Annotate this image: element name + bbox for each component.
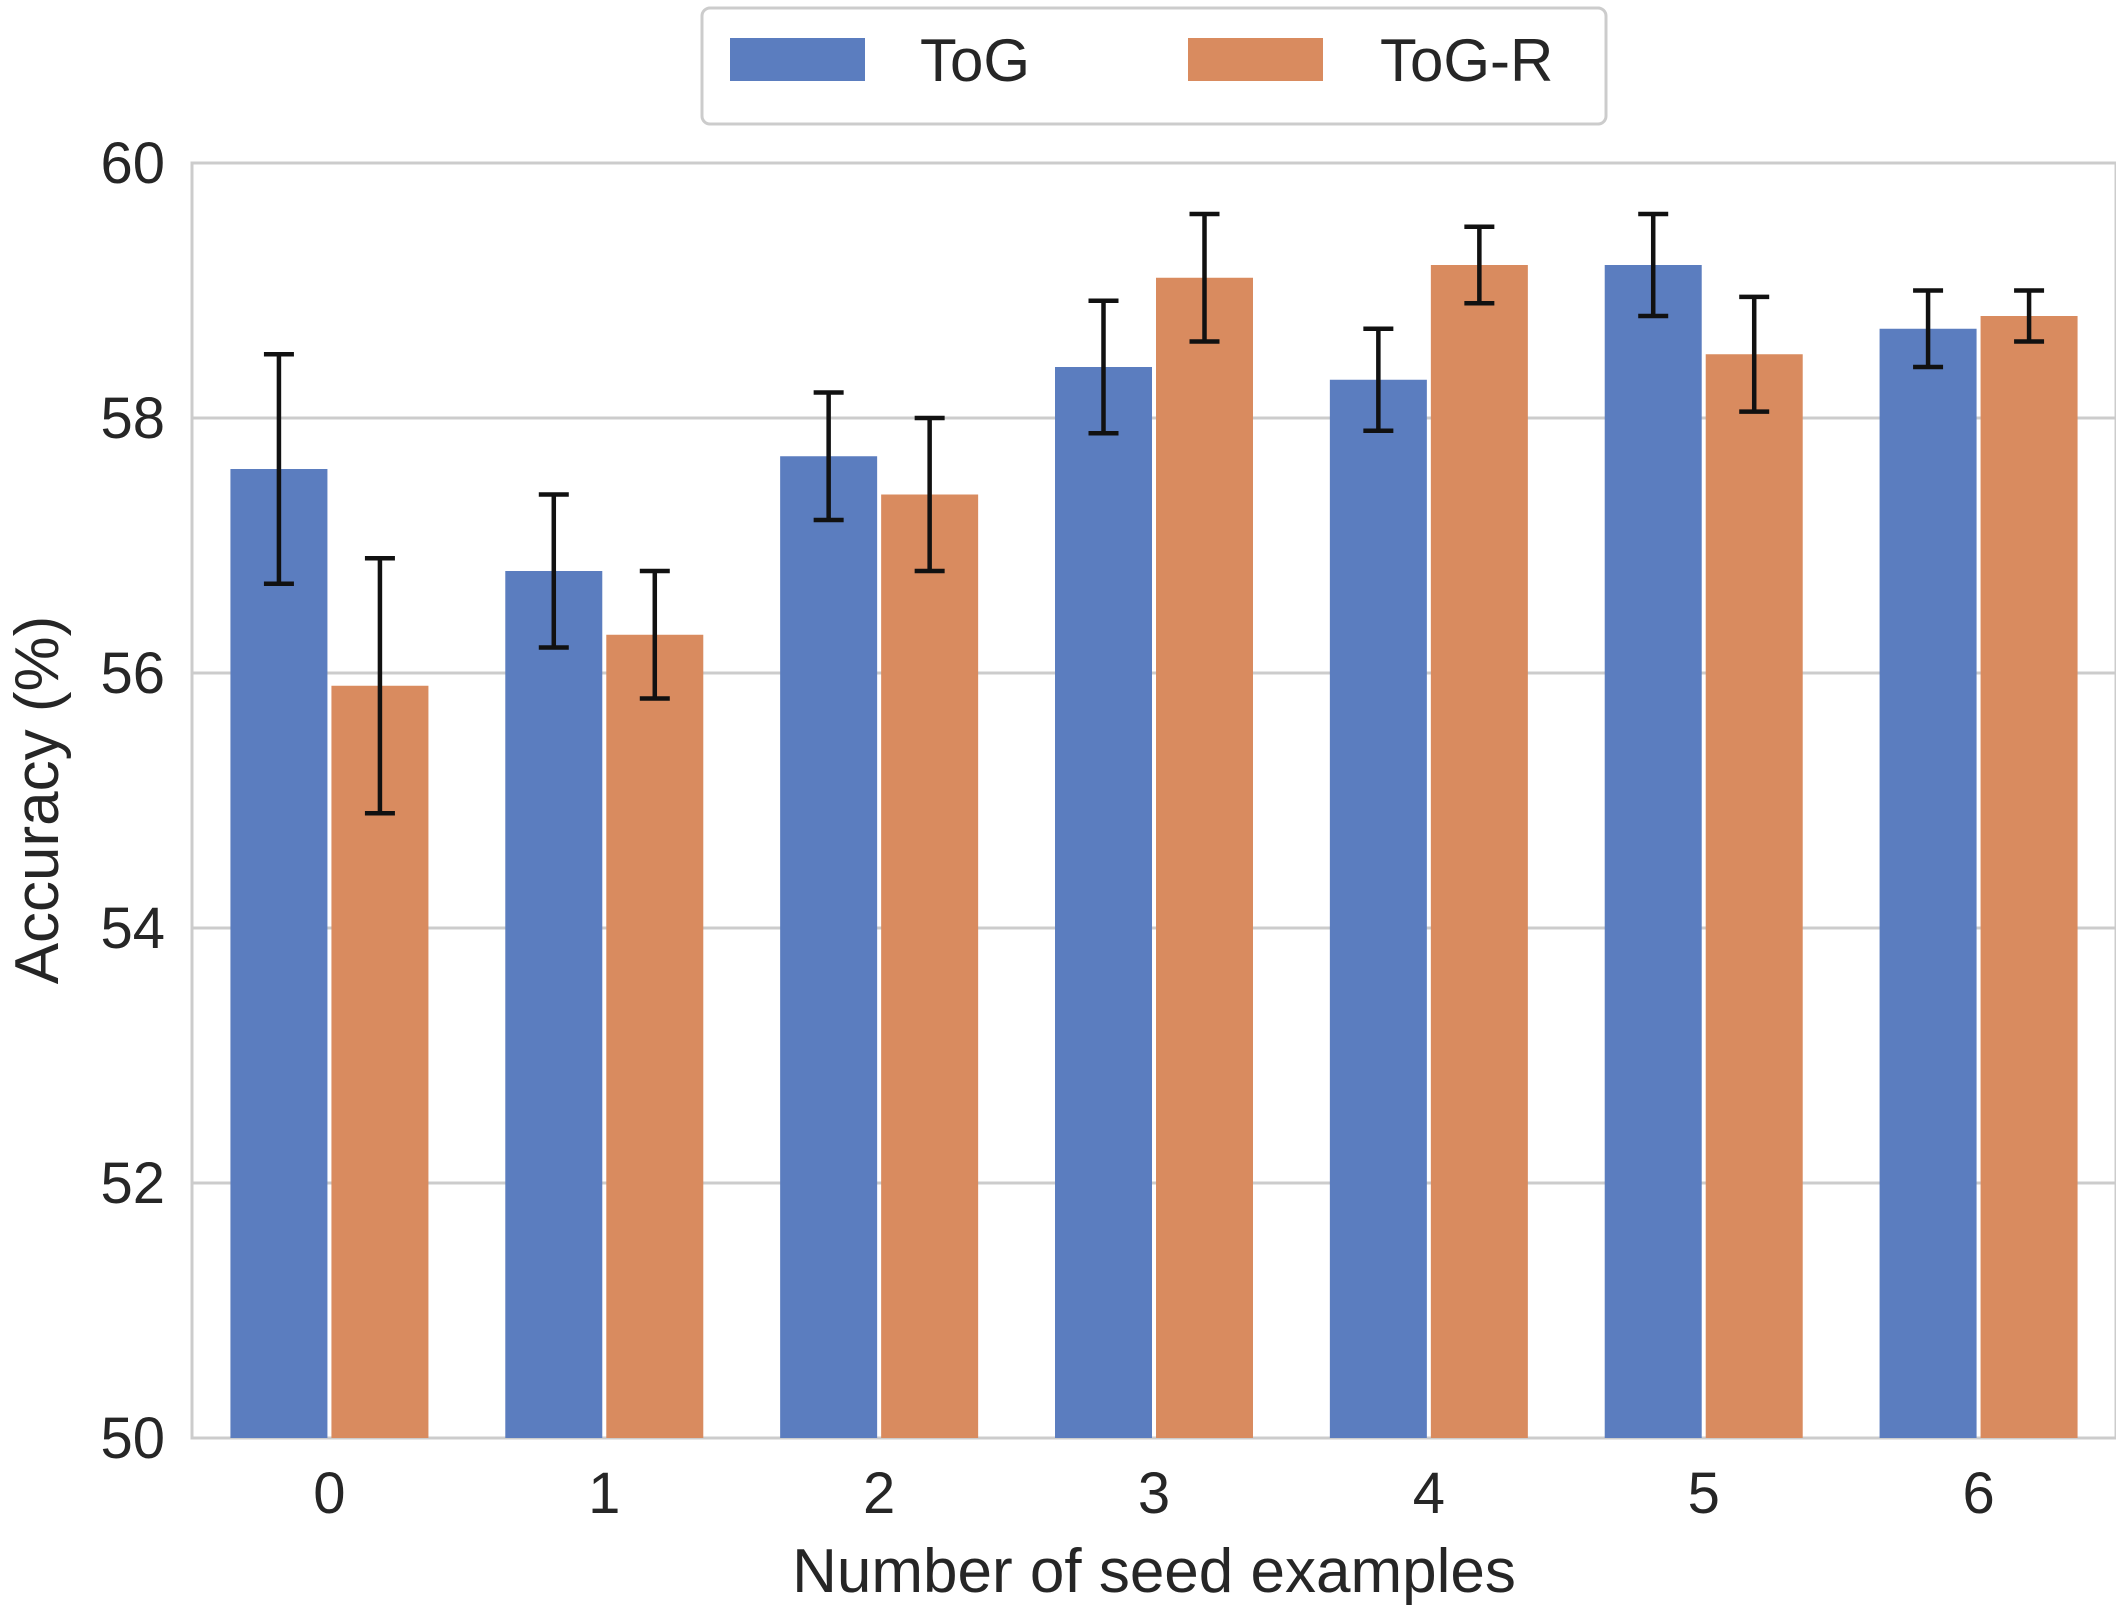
x-tick-label: 0	[313, 1461, 345, 1526]
plot-frame	[190, 161, 2116, 1440]
bar-tog-6	[1879, 328, 1977, 1438]
bars	[230, 265, 2078, 1438]
bar-tog-r-5	[1705, 354, 1803, 1438]
bar-tog-r-1	[606, 634, 704, 1438]
x-tick-labels: 0 1 2 3 4 5 6	[313, 1461, 1994, 1526]
grid-lines	[192, 161, 2116, 1440]
error-bar-tog-5	[1638, 211, 1669, 319]
y-tick-label: 52	[100, 1151, 165, 1216]
legend-label-tog: ToG	[920, 27, 1030, 94]
bar-tog-1	[505, 571, 603, 1438]
y-tick-label: 50	[100, 1406, 165, 1471]
x-tick-label: 2	[863, 1461, 895, 1526]
x-tick-label: 3	[1138, 1461, 1170, 1526]
y-tick-label: 60	[100, 131, 165, 196]
bar-tog-0	[230, 469, 328, 1438]
error-bar-tog-2	[813, 390, 844, 523]
y-tick-label: 54	[100, 896, 165, 961]
error-bar-tog-3	[1088, 298, 1119, 436]
bar-tog-r-6	[1980, 316, 2078, 1438]
error-bar-tog-r-5	[1739, 294, 1770, 414]
error-bar-tog-1	[538, 492, 569, 650]
bar-tog-3	[1055, 367, 1152, 1438]
y-tick-labels: 50 52 54 56 58 60	[100, 131, 165, 1471]
bar-tog-r-2	[881, 494, 979, 1438]
y-tick-label: 56	[100, 641, 165, 706]
x-tick-label: 6	[1962, 1461, 1994, 1526]
error-bar-tog-4	[1363, 326, 1394, 433]
error-bar-tog-r-1	[639, 568, 670, 701]
legend-swatch-tog	[730, 38, 865, 81]
error-bar-tog-r-4	[1464, 224, 1495, 306]
error-bars	[263, 211, 2045, 816]
legend-label-tog-r: ToG-R	[1380, 27, 1553, 94]
error-bar-tog-r-3	[1189, 211, 1220, 344]
x-tick-label: 4	[1413, 1461, 1445, 1526]
legend: ToG ToG-R	[700, 6, 1608, 126]
x-tick-label: 1	[588, 1461, 620, 1526]
bar-tog-5	[1604, 265, 1702, 1438]
error-bar-tog-r-2	[914, 415, 945, 574]
x-tick-label: 5	[1688, 1461, 1720, 1526]
error-bar-tog-6	[1913, 288, 1944, 370]
bar-tog-4	[1329, 379, 1427, 1438]
error-bar-tog-0	[263, 352, 294, 586]
y-tick-label: 58	[100, 386, 165, 451]
bar-tog-2	[780, 456, 878, 1438]
bar-tog-r-3	[1156, 277, 1253, 1438]
y-axis-label: Accuracy (%)	[3, 616, 72, 985]
error-bar-tog-r-0	[364, 556, 395, 816]
error-bar-tog-r-6	[2014, 288, 2045, 344]
legend-box	[700, 6, 1608, 126]
bar-tog-r-4	[1430, 265, 1528, 1438]
legend-swatch-tog-r	[1188, 38, 1323, 81]
x-axis-label: Number of seed examples	[792, 1537, 1516, 1606]
